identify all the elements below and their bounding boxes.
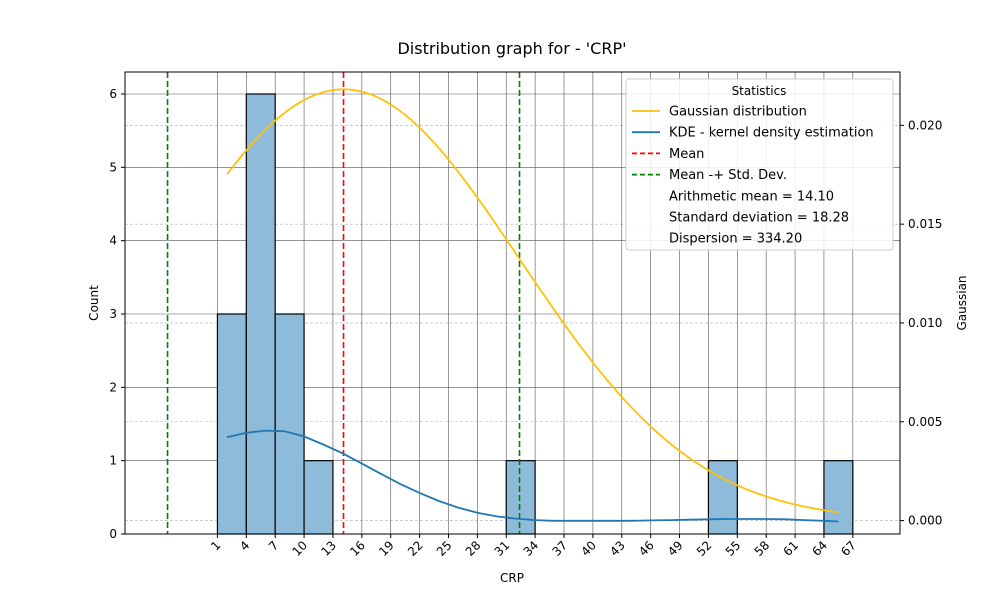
x-tick-label: 19 xyxy=(376,538,397,559)
legend-label: Mean -+ Std. Dev. xyxy=(669,168,787,183)
y2-tick-label: 0.000 xyxy=(908,514,942,528)
x-tick-label: 58 xyxy=(752,538,773,559)
y2-tick-label: 0.020 xyxy=(908,118,942,132)
plot-frame xyxy=(124,71,901,535)
x-tick-label: 22 xyxy=(405,538,426,559)
x-tick-label: 40 xyxy=(578,538,599,559)
histogram-bar xyxy=(245,93,276,535)
x-tick-label: 61 xyxy=(780,538,801,559)
histogram-bar xyxy=(707,460,738,535)
legend-entries: Gaussian distribution KDE - kernel densit… xyxy=(632,105,874,247)
y-tick-label: 1 xyxy=(109,454,117,468)
x-tick-label: 46 xyxy=(636,538,657,559)
y2-tick-label: 0.015 xyxy=(908,217,942,231)
legend-label: Mean xyxy=(669,147,704,162)
y2-tick-label: 0.005 xyxy=(908,415,942,429)
x-tick-label: 64 xyxy=(809,538,830,559)
y-axis-label: Count xyxy=(87,285,101,321)
y-tick-label: 6 xyxy=(109,87,117,101)
x-tick-label: 67 xyxy=(838,538,859,559)
legend-label: Gaussian distribution xyxy=(669,105,807,120)
y-tick-label: 2 xyxy=(109,380,117,394)
x-tick-label: 25 xyxy=(434,538,455,559)
legend-box xyxy=(625,78,894,251)
legend-label: KDE - kernel density estimation xyxy=(669,126,874,141)
x-tick-label: 7 xyxy=(266,538,281,553)
y2-axis-label: Gaussian xyxy=(955,275,969,330)
x-tick-label: 37 xyxy=(549,538,570,559)
x-tick-label: 28 xyxy=(463,538,484,559)
y-tick-label: 0 xyxy=(109,527,117,541)
chart-title: Distribution graph for - 'CRP' xyxy=(397,39,626,58)
histogram-bar xyxy=(505,460,536,535)
y-tick-label: 5 xyxy=(109,160,117,174)
kde-curve xyxy=(226,429,839,523)
histogram-bar xyxy=(216,313,247,535)
x-tick-label: 43 xyxy=(607,538,628,559)
x-tick-label: 13 xyxy=(318,538,339,559)
y-tick-label: 3 xyxy=(109,307,117,321)
gaussian-curve xyxy=(226,88,839,514)
histogram-bar xyxy=(274,313,305,535)
x-tick-label: 1 xyxy=(208,538,223,553)
legend-title: Statistics xyxy=(732,84,787,98)
x-tick-label: 55 xyxy=(723,538,744,559)
legend-label: Arithmetic mean = 14.10 xyxy=(669,189,834,204)
x-tick-label: 4 xyxy=(237,538,252,553)
x-tick-label: 31 xyxy=(492,538,513,559)
x-tick-label: 34 xyxy=(521,538,542,559)
histogram-bar xyxy=(303,460,334,535)
legend-label: Standard deviation = 18.28 xyxy=(669,211,849,226)
y-tick-label: 4 xyxy=(109,234,117,248)
x-tick-label: 49 xyxy=(665,538,686,559)
curves xyxy=(226,88,839,523)
histogram-bar xyxy=(823,460,854,535)
x-tick-label: 16 xyxy=(347,538,368,559)
x-axis-label: CRP xyxy=(500,571,524,585)
x-tick-label: 52 xyxy=(694,538,715,559)
x-tick-label: 10 xyxy=(289,538,310,559)
legend: Statistics Gaussian distribution KDE - ke… xyxy=(625,78,894,251)
y2-tick-label: 0.010 xyxy=(908,316,942,330)
reference-lines xyxy=(166,72,521,534)
legend-label: Dispersion = 334.20 xyxy=(669,232,802,247)
